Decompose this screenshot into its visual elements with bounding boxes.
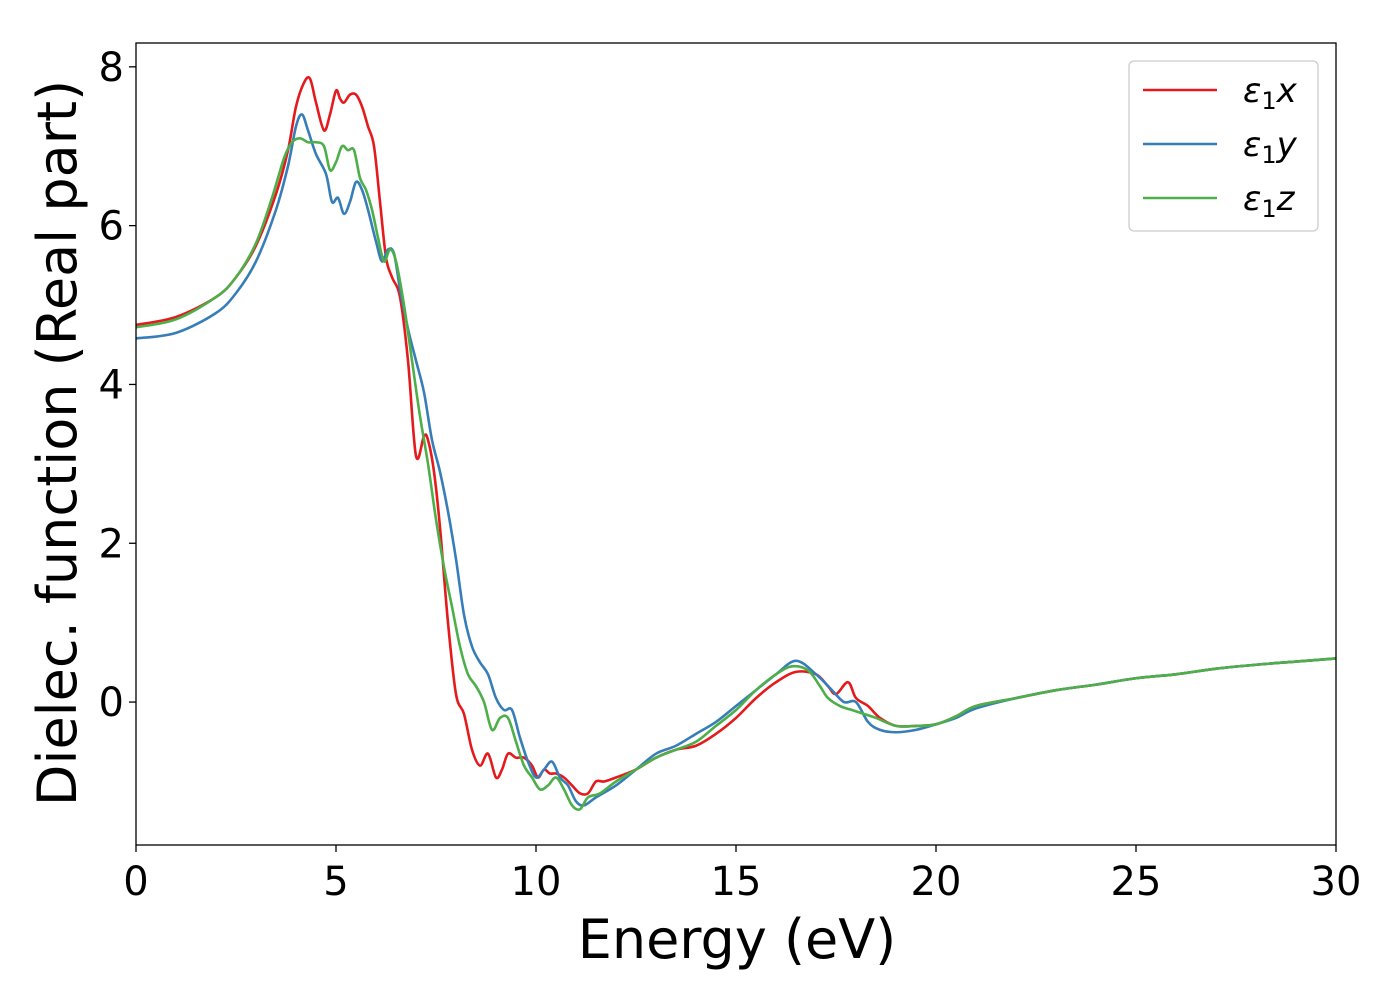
- y-tick-label: 0: [99, 680, 124, 726]
- x-tick-label: 20: [911, 859, 962, 905]
- x-tick-label: 5: [323, 859, 348, 905]
- y-tick-label: 4: [99, 362, 124, 408]
- series-line-z: [136, 136, 1336, 811]
- x-tick-label: 0: [123, 859, 148, 905]
- x-tick-label: 25: [1111, 859, 1162, 905]
- y-tick-label: 2: [99, 521, 124, 567]
- legend-label-z: ε1z: [1243, 179, 1296, 223]
- series-line-x: [136, 76, 1336, 796]
- legend: ε1x ε1y ε1z: [1128, 60, 1319, 232]
- y-axis-label: Dielec. function (Real part): [26, 80, 89, 806]
- x-axis-label: Energy (eV): [578, 908, 897, 971]
- series-line-y: [136, 113, 1336, 807]
- legend-box: [1128, 60, 1319, 232]
- y-tick-label: 6: [99, 204, 124, 250]
- legend-label-x: ε1x: [1243, 71, 1298, 115]
- x-axis: 0 5 10 15 20 25 30: [123, 845, 1361, 905]
- x-tick-label: 30: [1311, 859, 1362, 905]
- legend-label-y: ε1y: [1243, 125, 1298, 169]
- y-axis: 0 2 4 6 8: [99, 45, 136, 726]
- y-tick-label: 8: [99, 45, 124, 91]
- x-tick-label: 10: [511, 859, 562, 905]
- x-tick-label: 15: [711, 859, 762, 905]
